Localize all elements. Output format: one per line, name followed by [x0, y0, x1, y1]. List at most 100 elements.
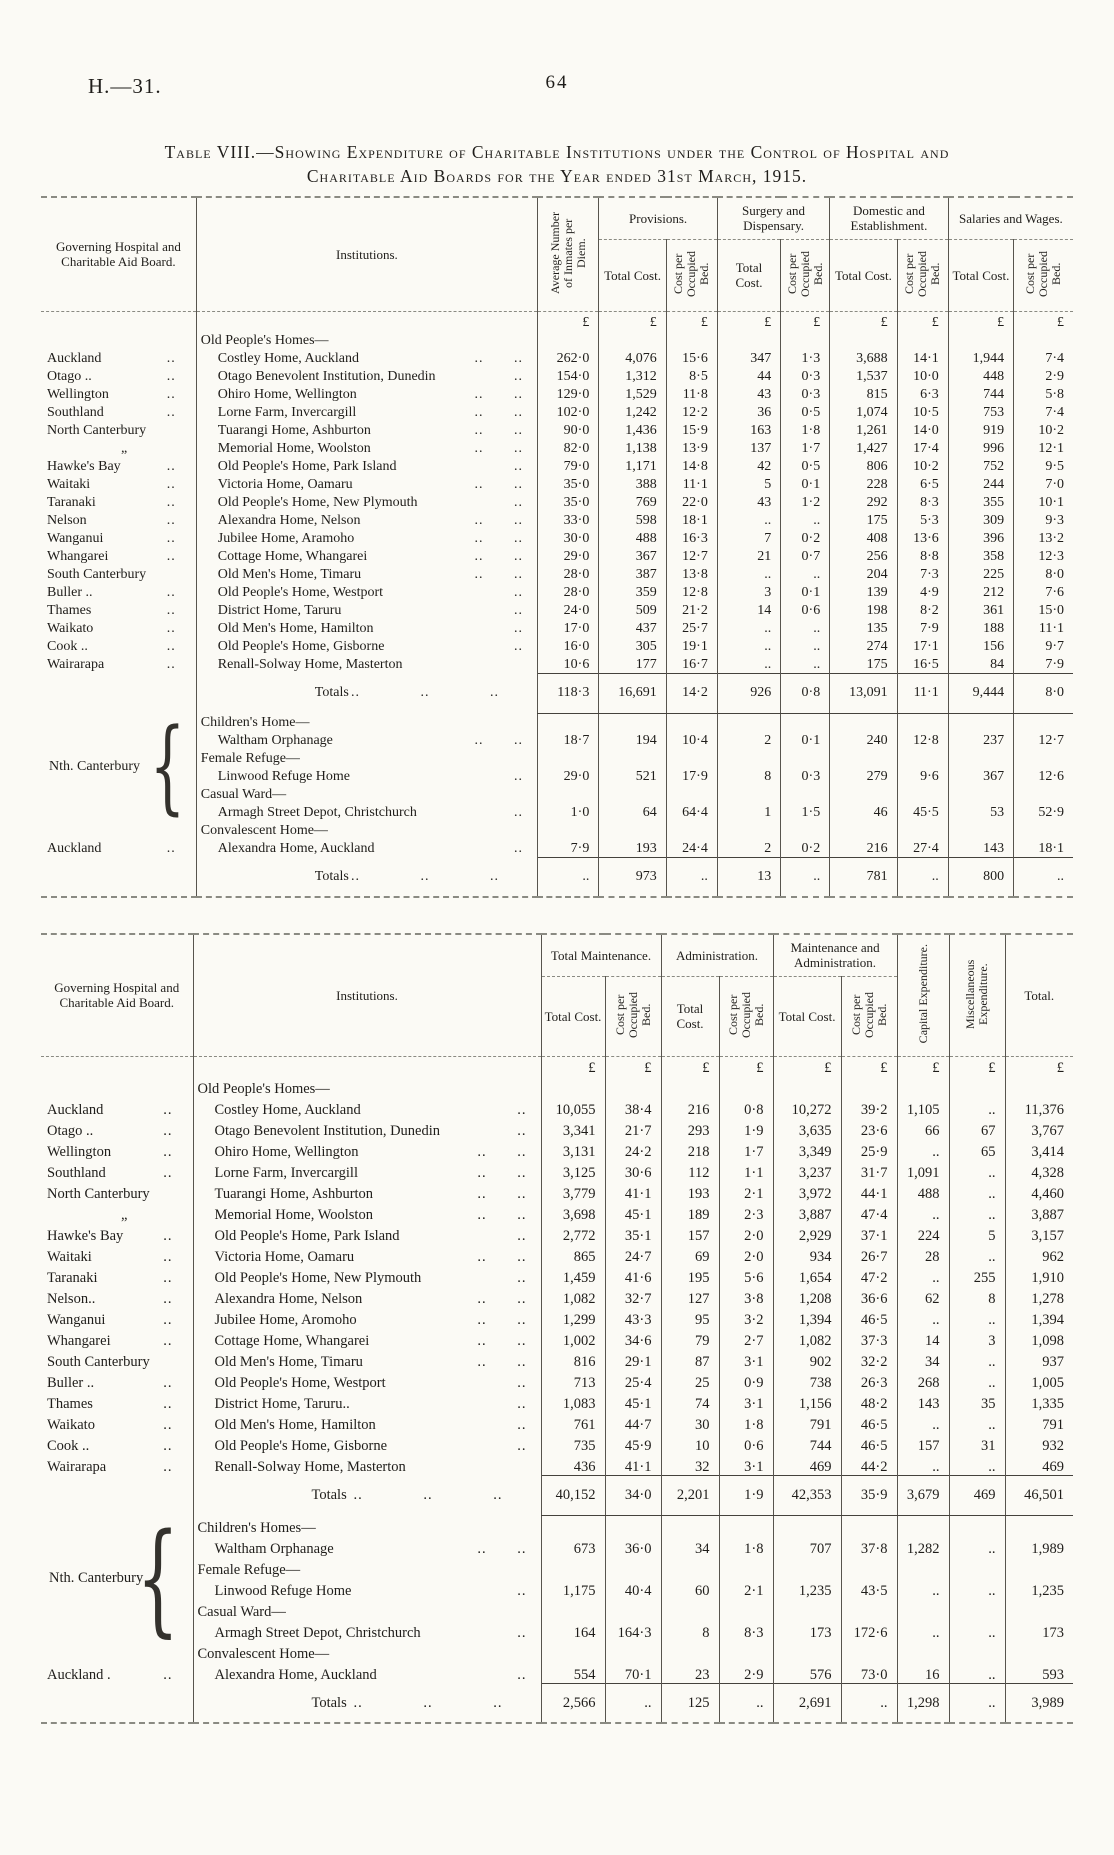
value-cell: ..: [948, 1454, 1006, 1475]
column-group-surgery-dispensary: Surgery and Dispensary.: [716, 197, 830, 240]
table-row: Taranaki.. Old People's Home, New Plymout…: [41, 493, 1073, 511]
value-cell: ..: [896, 1139, 950, 1160]
board-cell: [41, 331, 196, 349]
board-cell: [41, 1683, 193, 1723]
value-cell: 45·5: [896, 803, 949, 821]
value-cell: 902: [772, 1349, 842, 1370]
board-label: South Canterbury: [47, 567, 147, 582]
group-row: Nth. Canterbury {Children's Home—: [41, 713, 1073, 818]
value-cell: 163: [716, 421, 781, 439]
institution-cell: Ohiro Home, Wellington .. ..: [195, 385, 538, 403]
board-cell: Buller ....: [41, 583, 196, 601]
group-row: Old People's Homes—: [41, 1076, 1074, 1097]
value-cell: 37·3: [840, 1328, 898, 1349]
dot-leader: .. ..: [477, 1354, 527, 1370]
board-label: North Canterbury: [47, 423, 147, 438]
value-cell: ..: [780, 511, 830, 529]
value-cell: 865: [540, 1244, 605, 1265]
table-row: Cook .... Old People's Home, Gisborne.. 16…: [41, 637, 1073, 655]
value-cell: [537, 821, 599, 839]
value-cell: 137: [716, 439, 781, 457]
board-cell: Taranaki..: [41, 493, 196, 511]
board-cell: Buller ....: [41, 1370, 193, 1391]
value-cell: ..: [948, 1307, 1006, 1328]
value-cell: 9·5: [1013, 457, 1073, 475]
dot-leader: ..: [166, 603, 176, 618]
value-cell: 8: [716, 767, 781, 785]
value-cell: [896, 749, 949, 767]
board-cell: [41, 1641, 193, 1662]
value-cell: 0·2: [780, 529, 830, 547]
institution-cell: Alexandra Home, Auckland..: [192, 1662, 541, 1683]
column-header-cost-per-bed: Cost per Occupied Bed.: [896, 239, 949, 311]
dot-leader: .. .. ..: [353, 1694, 503, 1711]
table-row: Southland.. Lorne Farm, Invercargill.. ..…: [41, 403, 1073, 421]
board-label: South Canterbury: [47, 1354, 150, 1370]
dot-leader: ..: [163, 1333, 173, 1349]
value-cell: ..: [948, 1160, 1006, 1181]
value-cell: 34: [660, 1536, 720, 1557]
value-cell: 12·8: [896, 731, 949, 749]
value-cell: ..: [896, 856, 949, 898]
value-cell: 3,349: [772, 1139, 842, 1160]
value-cell: 0·8: [780, 672, 830, 714]
dot-leader: .. ..: [477, 1207, 527, 1223]
dot-leader: ..: [163, 1249, 173, 1265]
value-cell: 46·5: [840, 1412, 898, 1433]
board-cell: Waitaki..: [41, 475, 196, 493]
institution-cell: Jubilee Home, Aramoho .. ..: [195, 529, 538, 547]
value-cell: 87: [660, 1349, 720, 1370]
value-cell: 1,910: [1004, 1265, 1074, 1286]
value-cell: [896, 1641, 950, 1662]
currency-cell: £: [716, 310, 781, 331]
value-cell: 95: [660, 1307, 720, 1328]
value-cell: 13·8: [665, 565, 718, 583]
institution-label: Memorial Home, Woolston: [214, 1207, 373, 1223]
value-cell: 30·0: [537, 529, 599, 547]
document-reference: H.—31.: [88, 74, 162, 98]
value-cell: [665, 749, 718, 767]
value-cell: ..: [948, 1682, 1006, 1724]
dot-leader: ..: [163, 1375, 173, 1391]
value-cell: 5: [716, 475, 781, 493]
board-cell: Wellington..: [41, 385, 196, 403]
value-cell: 469: [948, 1474, 1006, 1516]
dot-leader: ..: [166, 621, 176, 636]
board-cell: Wellington..: [41, 1139, 193, 1160]
institution-label: Children's Homes—: [197, 1520, 316, 1536]
value-cell: 42,353: [772, 1474, 842, 1516]
value-cell: 4,328: [1004, 1160, 1074, 1181]
value-cell: [1004, 1641, 1074, 1662]
value-cell: [948, 1076, 1006, 1097]
institution-cell: Convalescent Home—: [195, 821, 538, 839]
value-cell: 769: [598, 493, 667, 511]
value-cell: 2,201: [660, 1474, 720, 1516]
value-cell: [598, 331, 667, 349]
value-cell: 10: [660, 1433, 720, 1454]
value-cell: 47·4: [840, 1202, 898, 1223]
value-cell: ..: [604, 1682, 662, 1724]
board-cell: Auckland..: [41, 1097, 193, 1118]
institution-cell: Old People's Home, Gisborne..: [192, 1433, 541, 1454]
value-cell: [947, 713, 1014, 731]
value-cell: [780, 821, 830, 839]
value-cell: 34·0: [604, 1474, 662, 1516]
dot-leader: .. ..: [474, 567, 524, 582]
dot-leader: .. ..: [474, 351, 524, 366]
value-cell: ..: [716, 619, 781, 637]
dot-leader: .. ..: [477, 1291, 527, 1307]
value-cell: 1·7: [780, 439, 830, 457]
value-cell: 157: [896, 1433, 950, 1454]
board-cell: Nelson..: [41, 511, 196, 529]
value-cell: 509: [598, 601, 667, 619]
value-cell: 554: [540, 1662, 605, 1683]
value-cell: 1·9: [718, 1474, 774, 1516]
value-cell: 10,055: [540, 1097, 605, 1118]
value-cell: 46,501: [1004, 1474, 1074, 1516]
value-cell: 45·9: [604, 1433, 662, 1454]
column-header-total-cost: Total Cost.: [598, 239, 667, 311]
dot-leader: ..: [163, 1667, 173, 1683]
value-cell: 10·2: [896, 457, 949, 475]
value-cell: 193: [598, 839, 667, 857]
value-cell: 24·0: [537, 601, 599, 619]
